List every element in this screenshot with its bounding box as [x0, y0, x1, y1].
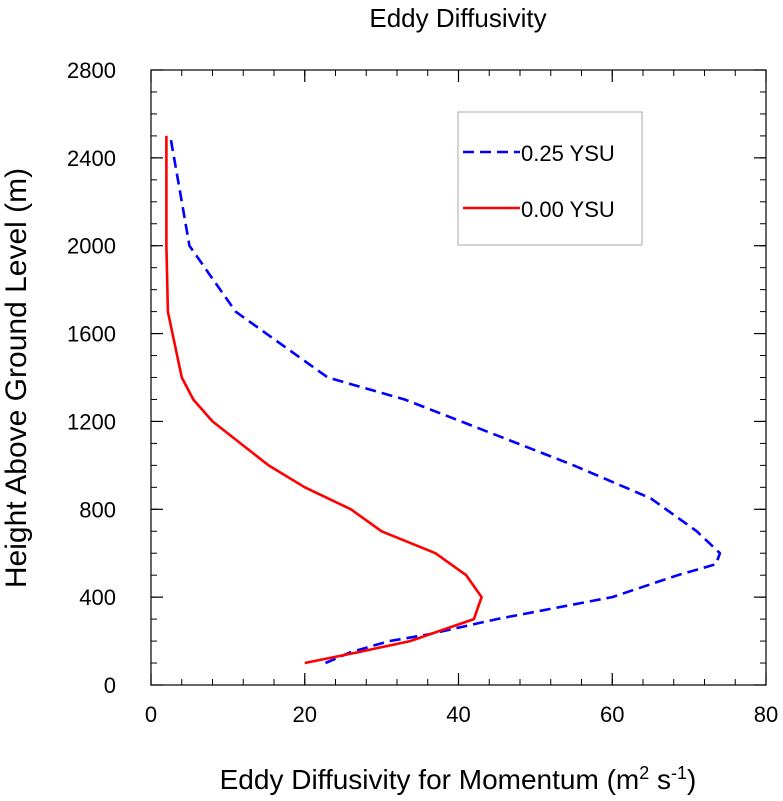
y-tick-label: 0 [104, 673, 116, 698]
y-tick-label: 1200 [67, 409, 116, 434]
plot-frame [150, 69, 767, 686]
series-line-0-25-ysu [168, 135, 722, 665]
series-line-0-00-ysu [165, 135, 483, 665]
y-tick-label: 2000 [67, 234, 116, 259]
x-tick-label: 80 [754, 702, 778, 727]
legend: 0.25 YSU 0.00 YSU [457, 111, 643, 246]
x-axis-label: Eddy Diffusivity for Momentum (m2 s-1) [220, 763, 697, 795]
chart-title: Eddy Diffusivity [369, 3, 546, 33]
y-tick-label: 2800 [67, 58, 116, 83]
x-tick-label: 20 [293, 702, 317, 727]
legend-box [457, 111, 643, 246]
y-tick-label: 400 [79, 585, 116, 610]
y-tick-label: 800 [79, 497, 116, 522]
series-layer [165, 135, 722, 665]
legend-label-0-25-ysu: 0.25 YSU [521, 141, 615, 166]
x-tick-label: 60 [600, 702, 624, 727]
x-tick-label: 0 [145, 702, 157, 727]
y-tick-label: 2400 [67, 146, 116, 171]
x-tick-label: 40 [446, 702, 470, 727]
y-axis-label: Height Above Ground Level (m) [0, 168, 33, 588]
y-tick-labels: 0 400 800 1200 1600 2000 2400 2800 [67, 58, 116, 698]
legend-label-0-00-ysu: 0.00 YSU [521, 197, 615, 222]
x-tick-labels: 0 20 40 60 80 [145, 702, 778, 727]
y-tick-label: 1600 [67, 322, 116, 347]
